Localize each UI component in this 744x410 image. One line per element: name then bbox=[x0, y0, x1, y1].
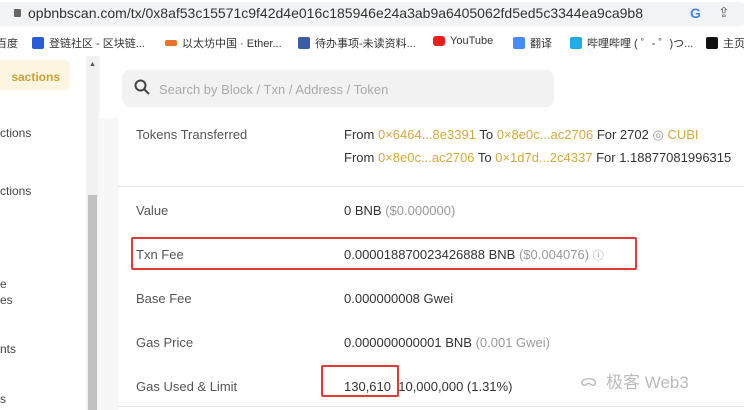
value-label: Value bbox=[136, 203, 169, 218]
from-address-link[interactable]: 0×8e0c...ac2706 bbox=[377, 150, 475, 165]
gas-price-gwei: (0.001 Gwei) bbox=[475, 335, 550, 350]
search-placeholder: Search by Block / Txn / Address / Token bbox=[159, 82, 389, 97]
from-text: From bbox=[344, 150, 375, 165]
translate-icon bbox=[513, 37, 525, 49]
sidebar: sactions ctions ctions e es nts s bbox=[0, 56, 86, 410]
bookmark-x[interactable]: 主页 bbox=[706, 35, 744, 51]
scrollbar-thumb[interactable] bbox=[88, 195, 97, 410]
bookmark-bilibili[interactable]: 哔哩哔哩 ( ゜- ゜)つ... bbox=[570, 35, 693, 51]
sidebar-item[interactable]: s bbox=[0, 392, 6, 406]
bookmark-label: YouTube bbox=[450, 35, 494, 47]
bookmark-youtube[interactable]: YouTube bbox=[433, 35, 493, 47]
bookmark-label: 哔哩哔哩 ( ゜- ゜)つ... bbox=[587, 38, 694, 50]
address-bar: opbnbscan.com/tx/0x8af53c15571c9f42d4e01… bbox=[0, 0, 744, 28]
wechat-icon: ᯅ bbox=[580, 373, 598, 390]
sidebar-item[interactable]: nts bbox=[0, 342, 17, 356]
search-input[interactable] bbox=[122, 70, 554, 107]
value-usd: ($0.000000) bbox=[385, 203, 456, 218]
bookmark-label: 登链社区 - 区块链... bbox=[49, 38, 145, 50]
info-icon[interactable]: ⓘ bbox=[592, 250, 604, 262]
sidebar-item[interactable]: e bbox=[0, 277, 7, 291]
to-text: To bbox=[477, 150, 492, 165]
bookmark-baidu[interactable]: 百度 bbox=[0, 35, 18, 51]
bookmark-icon bbox=[165, 40, 177, 46]
bookmark-label: 以太坊中国 · Ether... bbox=[182, 38, 282, 50]
watermark: 极客 Web3 bbox=[606, 373, 689, 392]
bookmark-todo[interactable]: 待办事项-未读资料... bbox=[298, 35, 416, 51]
bookmark-label: 翻译 bbox=[530, 38, 552, 50]
base-fee-label: Base Fee bbox=[136, 291, 192, 306]
bookmark-translate[interactable]: 翻译 bbox=[513, 35, 552, 51]
txn-fee-label: Txn Fee bbox=[136, 247, 184, 262]
divider bbox=[118, 406, 744, 407]
value-value: 0 BNB ($0.000000) bbox=[344, 203, 455, 218]
gas-limit: 10,000,000 (1.31%) bbox=[398, 379, 513, 394]
tx-details-panel bbox=[118, 118, 744, 410]
url-text[interactable]: opbnbscan.com/tx/0x8af53c15571c9f42d4e01… bbox=[28, 5, 643, 21]
transfer-row: From 0×6464...8e3391 To 0×8e0c...ac2706 … bbox=[344, 127, 699, 143]
bilibili-icon bbox=[570, 37, 582, 49]
to-address-link[interactable]: 0×8e0c...ac2706 bbox=[496, 127, 594, 142]
transfer-row: From 0×8e0c...ac2706 To 0×1d7d...2c4337 … bbox=[344, 150, 731, 165]
bookmark-learnblockchain[interactable]: 登链社区 - 区块链... bbox=[32, 35, 145, 51]
to-text: To bbox=[479, 127, 494, 142]
divider bbox=[118, 186, 744, 187]
sidebar-item-transactions[interactable]: sactions bbox=[0, 60, 70, 90]
scroll-up-icon[interactable]: ▲ bbox=[89, 61, 96, 68]
gas-price-value: 0.000000000001 BNB (0.001 Gwei) bbox=[344, 335, 550, 350]
search-icon bbox=[134, 79, 150, 100]
highlight-box-gas-used bbox=[321, 365, 399, 397]
bookmark-label: 百度 bbox=[0, 38, 18, 50]
lock-icon bbox=[14, 9, 21, 17]
share-icon[interactable]: ⇪ bbox=[718, 4, 730, 20]
url-field[interactable] bbox=[0, 2, 744, 26]
x-icon bbox=[706, 37, 718, 49]
amount-text: For 2702 bbox=[596, 127, 649, 142]
sidebar-item[interactable]: ctions bbox=[0, 126, 32, 140]
bookmark-ethfans[interactable]: 以太坊中国 · Ether... bbox=[165, 35, 282, 51]
google-icon[interactable]: G bbox=[690, 5, 701, 21]
gas-used: 130,610 bbox=[344, 379, 391, 394]
tokens-transferred-label: Tokens Transferred bbox=[136, 127, 248, 142]
bookmark-label: 待办事项-未读资料... bbox=[315, 38, 416, 50]
from-address-link[interactable]: 0×6464...8e3391 bbox=[377, 127, 476, 142]
bookmark-label: 主页 bbox=[723, 38, 744, 50]
fee-usd: ($0.004076) bbox=[518, 247, 590, 262]
gas-used-limit-label: Gas Used & Limit bbox=[136, 379, 238, 394]
from-text: From bbox=[344, 127, 375, 142]
to-address-link[interactable]: 0×1d7d...2c4337 bbox=[495, 150, 593, 165]
highlight-box-txn-fee bbox=[131, 237, 637, 270]
token-icon: ◎ bbox=[652, 127, 664, 142]
bookmark-icon bbox=[32, 37, 44, 49]
gas-price-bnb: 0.000000000001 BNB bbox=[344, 335, 472, 350]
sidebar-item[interactable]: ctions bbox=[0, 184, 32, 198]
bookmarks-bar: 百度 登链社区 - 区块链... 以太坊中国 · Ether... 待办事项-未… bbox=[0, 30, 744, 54]
txn-fee-value: 0.000018870023426888 BNB ($0.004076) ⓘ bbox=[344, 247, 604, 263]
youtube-icon bbox=[433, 36, 445, 46]
token-link[interactable]: CUBI bbox=[667, 127, 699, 142]
fee-bnb: 0.000018870023426888 BNB bbox=[344, 247, 516, 262]
sidebar-item[interactable]: es bbox=[0, 293, 13, 307]
gas-price-label: Gas Price bbox=[136, 335, 194, 350]
value-bnb: 0 BNB bbox=[344, 203, 382, 218]
amount-text: For 1.18877081996315 bbox=[596, 150, 732, 165]
gas-used-limit-value: 130,610 10,000,000 (1.31%) bbox=[344, 379, 512, 394]
base-fee-value: 0.000000008 Gwei bbox=[344, 291, 454, 306]
bookmark-icon bbox=[298, 37, 310, 49]
